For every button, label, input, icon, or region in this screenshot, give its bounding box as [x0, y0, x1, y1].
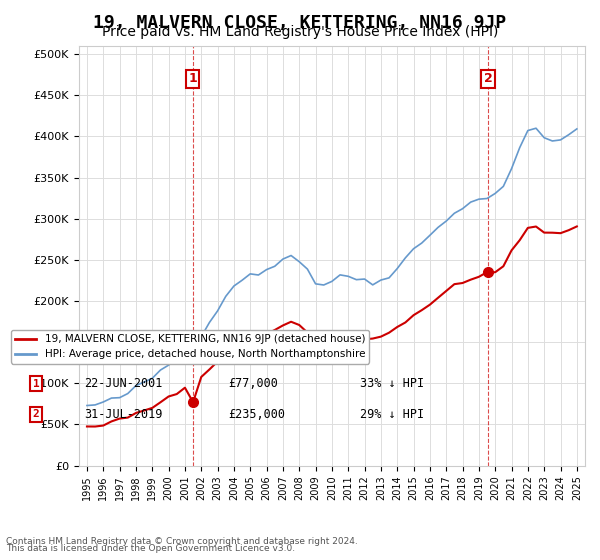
Text: 1: 1 — [32, 379, 40, 389]
Text: 31-JUL-2019: 31-JUL-2019 — [84, 408, 163, 421]
Text: This data is licensed under the Open Government Licence v3.0.: This data is licensed under the Open Gov… — [6, 544, 295, 553]
Text: Contains HM Land Registry data © Crown copyright and database right 2024.: Contains HM Land Registry data © Crown c… — [6, 537, 358, 546]
Text: 19, MALVERN CLOSE, KETTERING, NN16 9JP: 19, MALVERN CLOSE, KETTERING, NN16 9JP — [94, 14, 506, 32]
Text: £235,000: £235,000 — [228, 408, 285, 421]
Text: 2: 2 — [484, 72, 493, 85]
Text: Price paid vs. HM Land Registry's House Price Index (HPI): Price paid vs. HM Land Registry's House … — [102, 25, 498, 39]
Text: 1: 1 — [188, 72, 197, 85]
Text: 29% ↓ HPI: 29% ↓ HPI — [360, 408, 424, 421]
Text: 33% ↓ HPI: 33% ↓ HPI — [360, 377, 424, 390]
Legend: 19, MALVERN CLOSE, KETTERING, NN16 9JP (detached house), HPI: Average price, det: 19, MALVERN CLOSE, KETTERING, NN16 9JP (… — [11, 330, 369, 363]
Text: £77,000: £77,000 — [228, 377, 278, 390]
Text: 2: 2 — [32, 409, 40, 419]
Text: 22-JUN-2001: 22-JUN-2001 — [84, 377, 163, 390]
